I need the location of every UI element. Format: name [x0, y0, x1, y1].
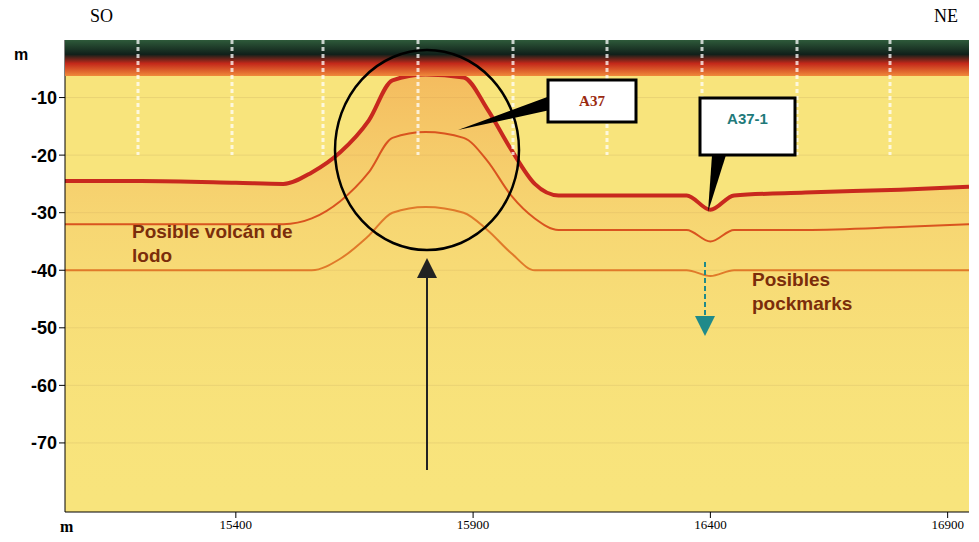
- svg-text:-50: -50: [31, 318, 57, 338]
- html-text:Posible volcán de lodo: Posible volcán de lodo: [132, 221, 293, 266]
- svg-text:15900: 15900: [457, 517, 490, 532]
- svg-text:-10: -10: [31, 88, 57, 108]
- svg-text:-30: -30: [31, 203, 57, 223]
- html-text:NE: NE: [934, 6, 958, 26]
- svg-text:16400: 16400: [694, 517, 727, 532]
- html-text:Posibles pockmarks: Posibles pockmarks: [752, 269, 853, 314]
- html-text:A37-1: A37-1: [727, 109, 768, 127]
- html-text:m: m: [14, 46, 29, 63]
- html-text:SO: SO: [90, 6, 113, 26]
- html-text:A37: A37: [579, 92, 605, 109]
- svg-text:-70: -70: [31, 433, 57, 453]
- svg-text:-20: -20: [31, 146, 57, 166]
- svg-text:15400: 15400: [220, 517, 253, 532]
- svg-text:-60: -60: [31, 376, 57, 396]
- svg-text:-40: -40: [31, 261, 57, 281]
- html-text:m: m: [60, 518, 74, 535]
- svg-text:16900: 16900: [931, 517, 964, 532]
